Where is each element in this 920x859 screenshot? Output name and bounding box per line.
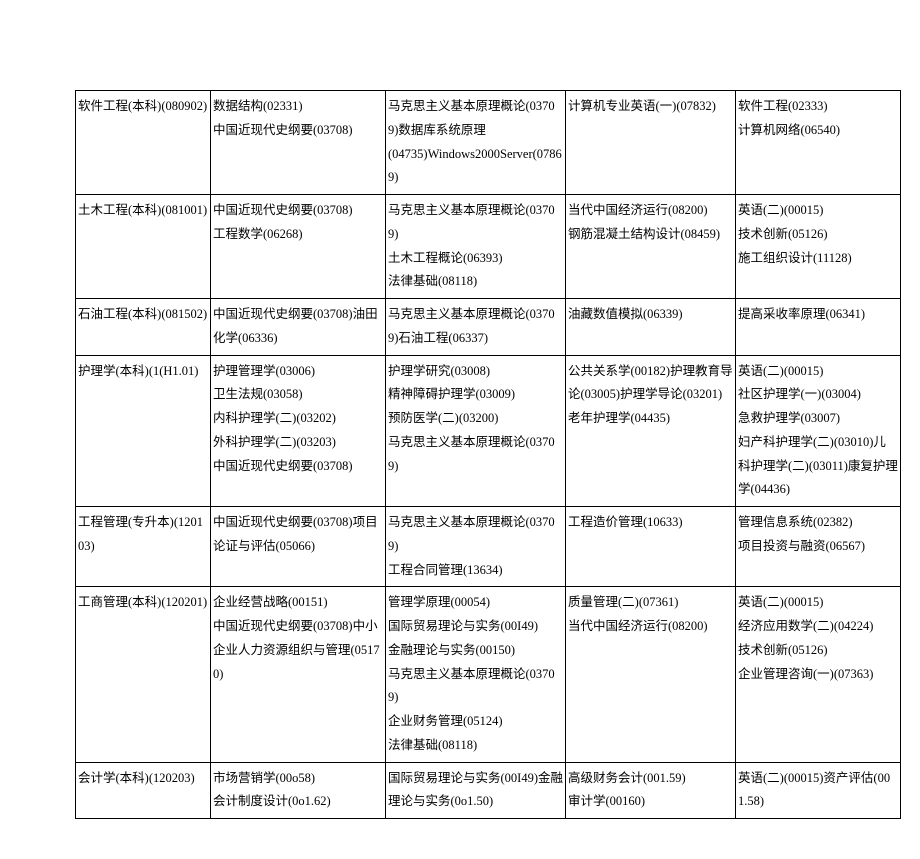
table-cell: 中国近现代史纲要(03708)油田化学(06336) — [211, 299, 386, 356]
page-container: 软件工程(本科)(080902)数据结构(02331)中国近现代史纲要(0370… — [0, 0, 920, 859]
table-cell: 中国近现代史纲要(03708)项目论证与评估(05066) — [211, 507, 386, 587]
table-row: 会计学(本科)(120203)市场营销学(00o58)会计制度设计(0o1.62… — [76, 762, 901, 819]
table-cell: 管理学原理(00054)国际贸易理论与实务(00I49)金融理论与实务(0015… — [386, 587, 566, 762]
table-body: 软件工程(本科)(080902)数据结构(02331)中国近现代史纲要(0370… — [76, 91, 901, 819]
table-cell: 会计学(本科)(120203) — [76, 762, 211, 819]
table-row: 工程管理(专升本)(120103)中国近现代史纲要(03708)项目论证与评估(… — [76, 507, 901, 587]
table-cell: 提高采收率原理(06341) — [736, 299, 901, 356]
table-cell: 工程管理(专升本)(120103) — [76, 507, 211, 587]
table-row: 石油工程(本科)(081502)中国近现代史纲要(03708)油田化学(0633… — [76, 299, 901, 356]
table-cell: 数据结构(02331)中国近现代史纲要(03708) — [211, 91, 386, 195]
table-cell: 软件工程(02333)计算机网络(06540) — [736, 91, 901, 195]
table-cell: 护理学(本科)(1(H1.01) — [76, 355, 211, 507]
table-cell: 质量管理(二)(07361)当代中国经济运行(08200) — [566, 587, 736, 762]
table-cell: 护理学研究(03008)精神障碍护理学(03009)预防医学(二)(03200)… — [386, 355, 566, 507]
table-cell: 当代中国经济运行(08200)钢筋混凝土结构设计(08459) — [566, 195, 736, 299]
table-cell: 市场营销学(00o58)会计制度设计(0o1.62) — [211, 762, 386, 819]
course-table: 软件工程(本科)(080902)数据结构(02331)中国近现代史纲要(0370… — [75, 90, 901, 819]
table-cell: 高级财务会计(001.59)审计学(00160) — [566, 762, 736, 819]
table-cell: 石油工程(本科)(081502) — [76, 299, 211, 356]
table-row: 工商管理(本科)(120201)企业经营战略(00151)中国近现代史纲要(03… — [76, 587, 901, 762]
table-cell: 企业经营战略(00151)中国近现代史纲要(03708)中小企业人力资源组织与管… — [211, 587, 386, 762]
table-cell: 马克思主义基本原理概论(03709)石油工程(06337) — [386, 299, 566, 356]
table-cell: 中国近现代史纲要(03708)工程数学(06268) — [211, 195, 386, 299]
table-cell: 管理信息系统(02382)项目投资与融资(06567) — [736, 507, 901, 587]
table-cell: 马克思主义基本原理概论(03709)土木工程概论(06393)法律基础(0811… — [386, 195, 566, 299]
table-cell: 英语(二)(00015)资产评估(001.58) — [736, 762, 901, 819]
table-row: 软件工程(本科)(080902)数据结构(02331)中国近现代史纲要(0370… — [76, 91, 901, 195]
table-cell: 工程造价管理(10633) — [566, 507, 736, 587]
table-cell: 英语(二)(00015)经济应用数学(二)(04224)技术创新(05126)企… — [736, 587, 901, 762]
table-cell: 马克思主义基本原理概论(03709)工程合同管理(13634) — [386, 507, 566, 587]
table-cell: 马克思主义基本原理概论(03709)数据库系统原理(04735)Windows2… — [386, 91, 566, 195]
table-cell: 英语(二)(00015)技术创新(05126)施工组织设计(11128) — [736, 195, 901, 299]
table-cell: 工商管理(本科)(120201) — [76, 587, 211, 762]
table-cell: 护理管理学(03006)卫生法规(03058)内科护理学(二)(03202)外科… — [211, 355, 386, 507]
table-cell: 土木工程(本科)(081001) — [76, 195, 211, 299]
table-cell: 软件工程(本科)(080902) — [76, 91, 211, 195]
table-cell: 国际贸易理论与实务(00I49)金融理论与实务(0o1.50) — [386, 762, 566, 819]
table-row: 护理学(本科)(1(H1.01)护理管理学(03006)卫生法规(03058)内… — [76, 355, 901, 507]
table-cell: 油藏数值模拟(06339) — [566, 299, 736, 356]
table-cell: 公共关系学(00182)护理教育导论(03005)护理学导论(03201)老年护… — [566, 355, 736, 507]
table-row: 土木工程(本科)(081001)中国近现代史纲要(03708)工程数学(0626… — [76, 195, 901, 299]
table-cell: 英语(二)(00015)社区护理学(一)(03004)急救护理学(03007)妇… — [736, 355, 901, 507]
table-cell: 计算机专业英语(一)(07832) — [566, 91, 736, 195]
